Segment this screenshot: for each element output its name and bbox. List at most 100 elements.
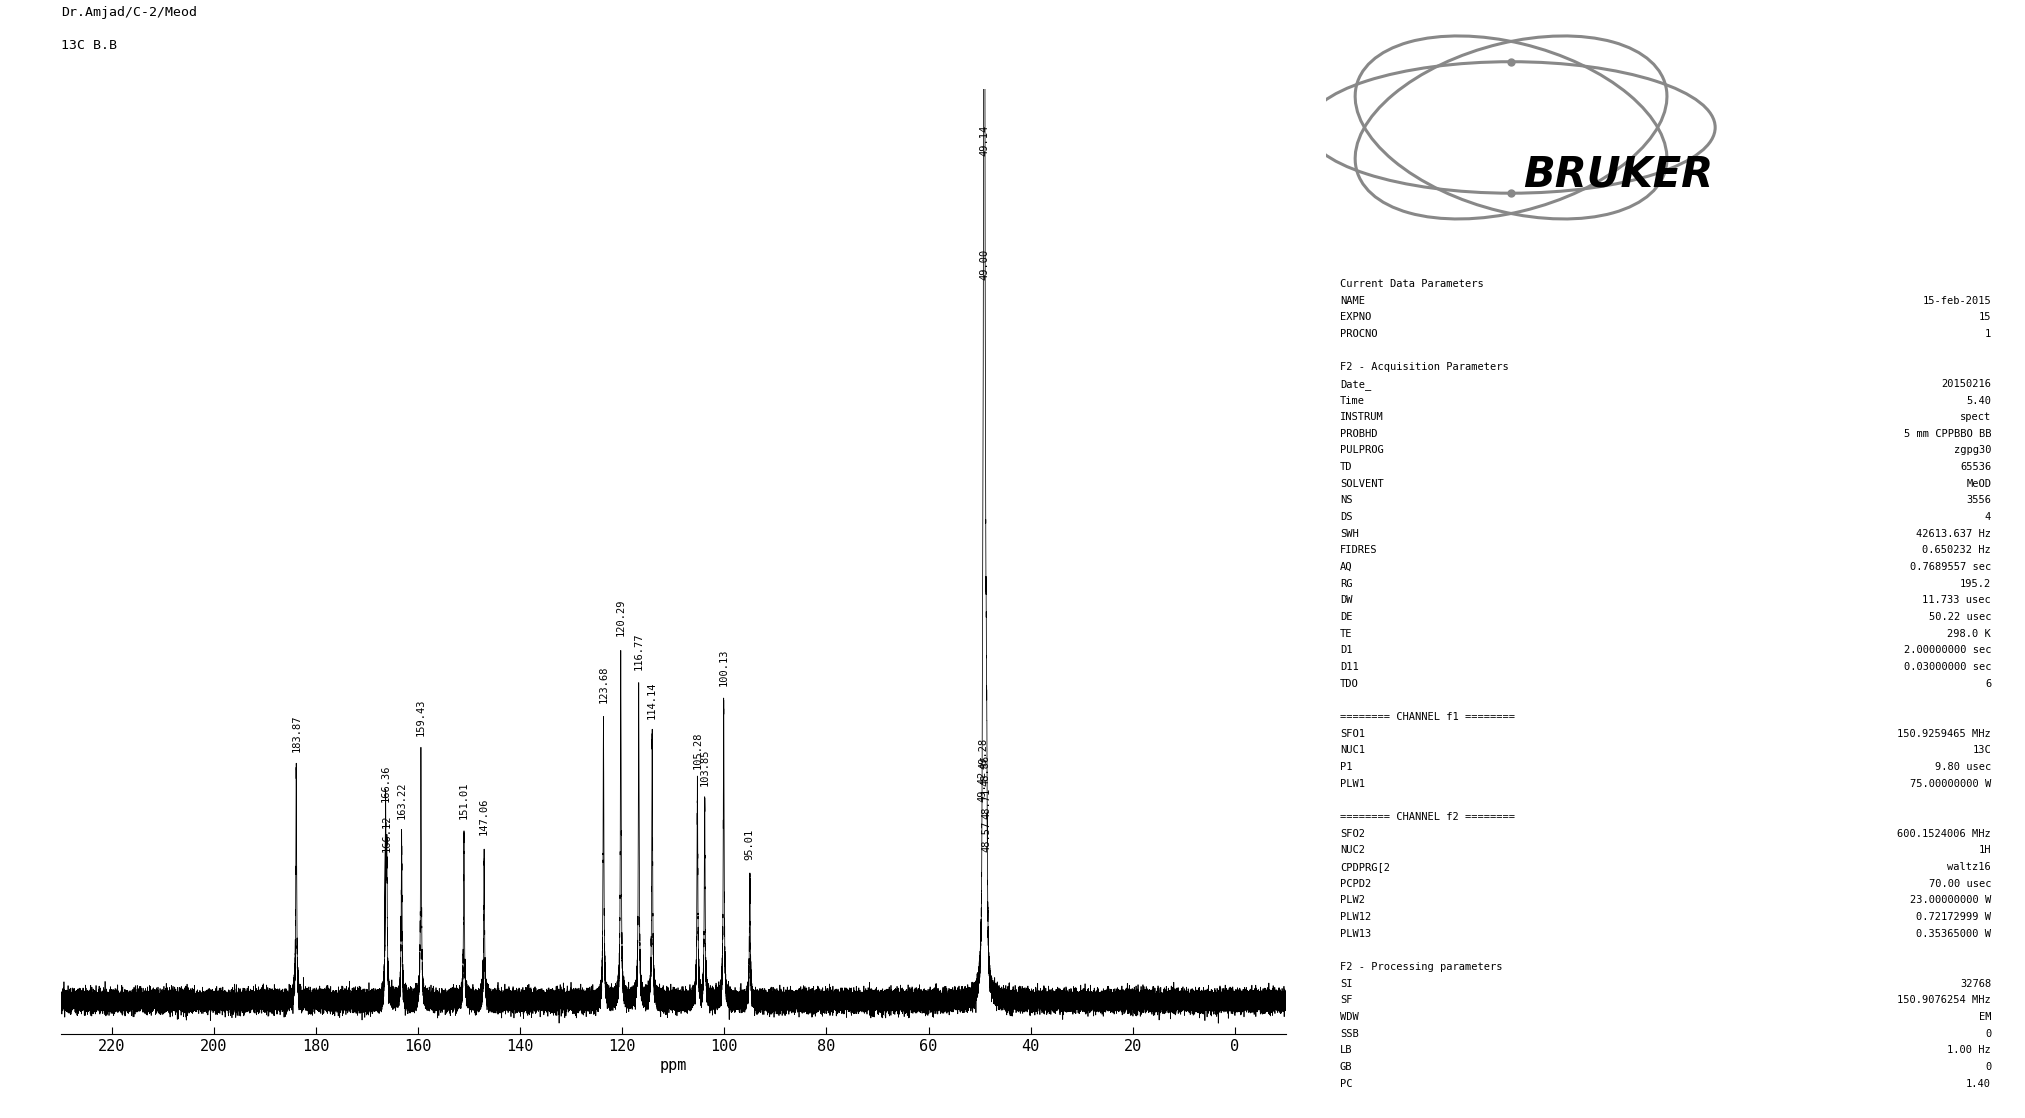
Text: SOLVENT: SOLVENT	[1341, 479, 1383, 489]
Text: 116.77: 116.77	[634, 632, 644, 670]
Text: PROCNO: PROCNO	[1341, 329, 1377, 339]
Text: EXPNO: EXPNO	[1341, 312, 1371, 322]
Text: 20150216: 20150216	[1942, 379, 1991, 389]
Text: 103.85: 103.85	[701, 748, 709, 786]
Text: ======== CHANNEL f2 ========: ======== CHANNEL f2 ========	[1341, 812, 1515, 822]
Text: 15: 15	[1978, 312, 1991, 322]
Text: LB: LB	[1341, 1045, 1353, 1055]
Text: 5 mm CPPBBO BB: 5 mm CPPBBO BB	[1904, 429, 1991, 439]
Text: 0: 0	[1984, 1029, 1991, 1039]
Text: NUC1: NUC1	[1341, 746, 1365, 756]
Text: SWH: SWH	[1341, 529, 1359, 539]
Text: CPDPRG[2: CPDPRG[2	[1341, 862, 1389, 872]
Text: 120.29: 120.29	[616, 599, 626, 636]
Text: DW: DW	[1341, 596, 1353, 606]
Text: TD: TD	[1341, 462, 1353, 472]
Text: Time: Time	[1341, 396, 1365, 406]
Text: zgpg30: zgpg30	[1954, 445, 1991, 455]
Text: 49.00: 49.00	[980, 249, 990, 280]
Text: PLW2: PLW2	[1341, 896, 1365, 906]
Text: PROBHD: PROBHD	[1341, 429, 1377, 439]
Text: TE: TE	[1341, 628, 1353, 638]
Text: 13C: 13C	[1972, 746, 1991, 756]
Text: 114.14: 114.14	[648, 682, 658, 719]
Text: BRUKER: BRUKER	[1523, 153, 1713, 196]
Text: Date_: Date_	[1341, 379, 1371, 390]
Text: 159.43: 159.43	[415, 699, 425, 736]
Text: INSTRUM: INSTRUM	[1341, 413, 1383, 423]
Text: PLW12: PLW12	[1341, 912, 1371, 922]
Text: 50.22 usec: 50.22 usec	[1928, 612, 1991, 622]
Text: 0.650232 Hz: 0.650232 Hz	[1922, 546, 1991, 556]
Text: 49.14: 49.14	[978, 124, 988, 155]
Text: 0.7689557 sec: 0.7689557 sec	[1910, 562, 1991, 572]
Text: NAME: NAME	[1341, 295, 1365, 305]
Text: D11: D11	[1341, 662, 1359, 672]
Text: F2 - Acquisition Parameters: F2 - Acquisition Parameters	[1341, 362, 1509, 372]
Text: 166.36: 166.36	[381, 765, 391, 802]
Text: GB: GB	[1341, 1062, 1353, 1072]
Text: F2 - Processing parameters: F2 - Processing parameters	[1341, 961, 1503, 972]
Text: 4: 4	[1984, 512, 1991, 522]
Text: PLW13: PLW13	[1341, 929, 1371, 939]
Text: 9.80 usec: 9.80 usec	[1936, 762, 1991, 773]
Text: 42613.637 Hz: 42613.637 Hz	[1916, 529, 1991, 539]
Text: waltz16: waltz16	[1948, 862, 1991, 872]
Text: 1: 1	[1984, 329, 1991, 339]
Text: TDO: TDO	[1341, 679, 1359, 689]
Text: 147.06: 147.06	[480, 798, 490, 835]
Text: PC: PC	[1341, 1079, 1353, 1089]
Text: spect: spect	[1960, 413, 1991, 423]
Text: 105.28: 105.28	[693, 731, 703, 769]
Text: DE: DE	[1341, 612, 1353, 622]
Text: 15-feb-2015: 15-feb-2015	[1922, 295, 1991, 305]
Text: 48.57: 48.57	[982, 821, 992, 852]
Text: ======== CHANNEL f1 ========: ======== CHANNEL f1 ========	[1341, 712, 1515, 722]
Text: 70.00 usec: 70.00 usec	[1928, 879, 1991, 889]
Text: 183.87: 183.87	[292, 714, 302, 752]
Text: Dr.Amjad/C-2/Meod: Dr.Amjad/C-2/Meod	[61, 6, 196, 19]
Text: NUC2: NUC2	[1341, 845, 1365, 855]
Text: PCPD2: PCPD2	[1341, 879, 1371, 889]
Text: 13C B.B: 13C B.B	[61, 39, 117, 53]
Text: 3556: 3556	[1966, 495, 1991, 505]
Text: 1.40: 1.40	[1966, 1079, 1991, 1089]
Text: SSB: SSB	[1341, 1029, 1359, 1039]
Text: 195.2: 195.2	[1960, 579, 1991, 589]
Text: DS: DS	[1341, 512, 1353, 522]
Text: 1H: 1H	[1978, 845, 1991, 855]
Text: FIDRES: FIDRES	[1341, 546, 1377, 556]
Text: 23.00000000 W: 23.00000000 W	[1910, 896, 1991, 906]
Text: 49.42: 49.42	[978, 771, 988, 802]
Text: 0.35365000 W: 0.35365000 W	[1916, 929, 1991, 939]
Text: 0.72172999 W: 0.72172999 W	[1916, 912, 1991, 922]
Text: WDW: WDW	[1341, 1012, 1359, 1022]
Text: 123.68: 123.68	[599, 665, 608, 703]
Text: RG: RG	[1341, 579, 1353, 589]
Text: P1: P1	[1341, 762, 1353, 773]
Text: 6: 6	[1984, 679, 1991, 689]
Text: SI: SI	[1341, 978, 1353, 988]
X-axis label: ppm: ppm	[660, 1058, 686, 1073]
Text: PLW1: PLW1	[1341, 778, 1365, 788]
Text: NS: NS	[1341, 495, 1353, 505]
Text: 151.01: 151.01	[460, 781, 470, 818]
Text: 5.40: 5.40	[1966, 396, 1991, 406]
Text: 0.03000000 sec: 0.03000000 sec	[1904, 662, 1991, 672]
Text: 75.00000000 W: 75.00000000 W	[1910, 778, 1991, 788]
Text: 163.22: 163.22	[397, 781, 407, 818]
Text: 48.86: 48.86	[980, 755, 990, 786]
Text: Current Data Parameters: Current Data Parameters	[1341, 278, 1484, 288]
Text: EM: EM	[1978, 1012, 1991, 1022]
Text: 32768: 32768	[1960, 978, 1991, 988]
Text: 11.733 usec: 11.733 usec	[1922, 596, 1991, 606]
Text: SFO2: SFO2	[1341, 828, 1365, 838]
Text: AQ: AQ	[1341, 562, 1353, 572]
Text: 298.0 K: 298.0 K	[1948, 628, 1991, 638]
Text: 48.71: 48.71	[982, 787, 990, 818]
Text: 2.00000000 sec: 2.00000000 sec	[1904, 645, 1991, 655]
Text: 65536: 65536	[1960, 462, 1991, 472]
Text: 95.01: 95.01	[745, 828, 755, 860]
Text: 49.28: 49.28	[978, 738, 988, 769]
Text: 150.9076254 MHz: 150.9076254 MHz	[1897, 995, 1991, 1005]
